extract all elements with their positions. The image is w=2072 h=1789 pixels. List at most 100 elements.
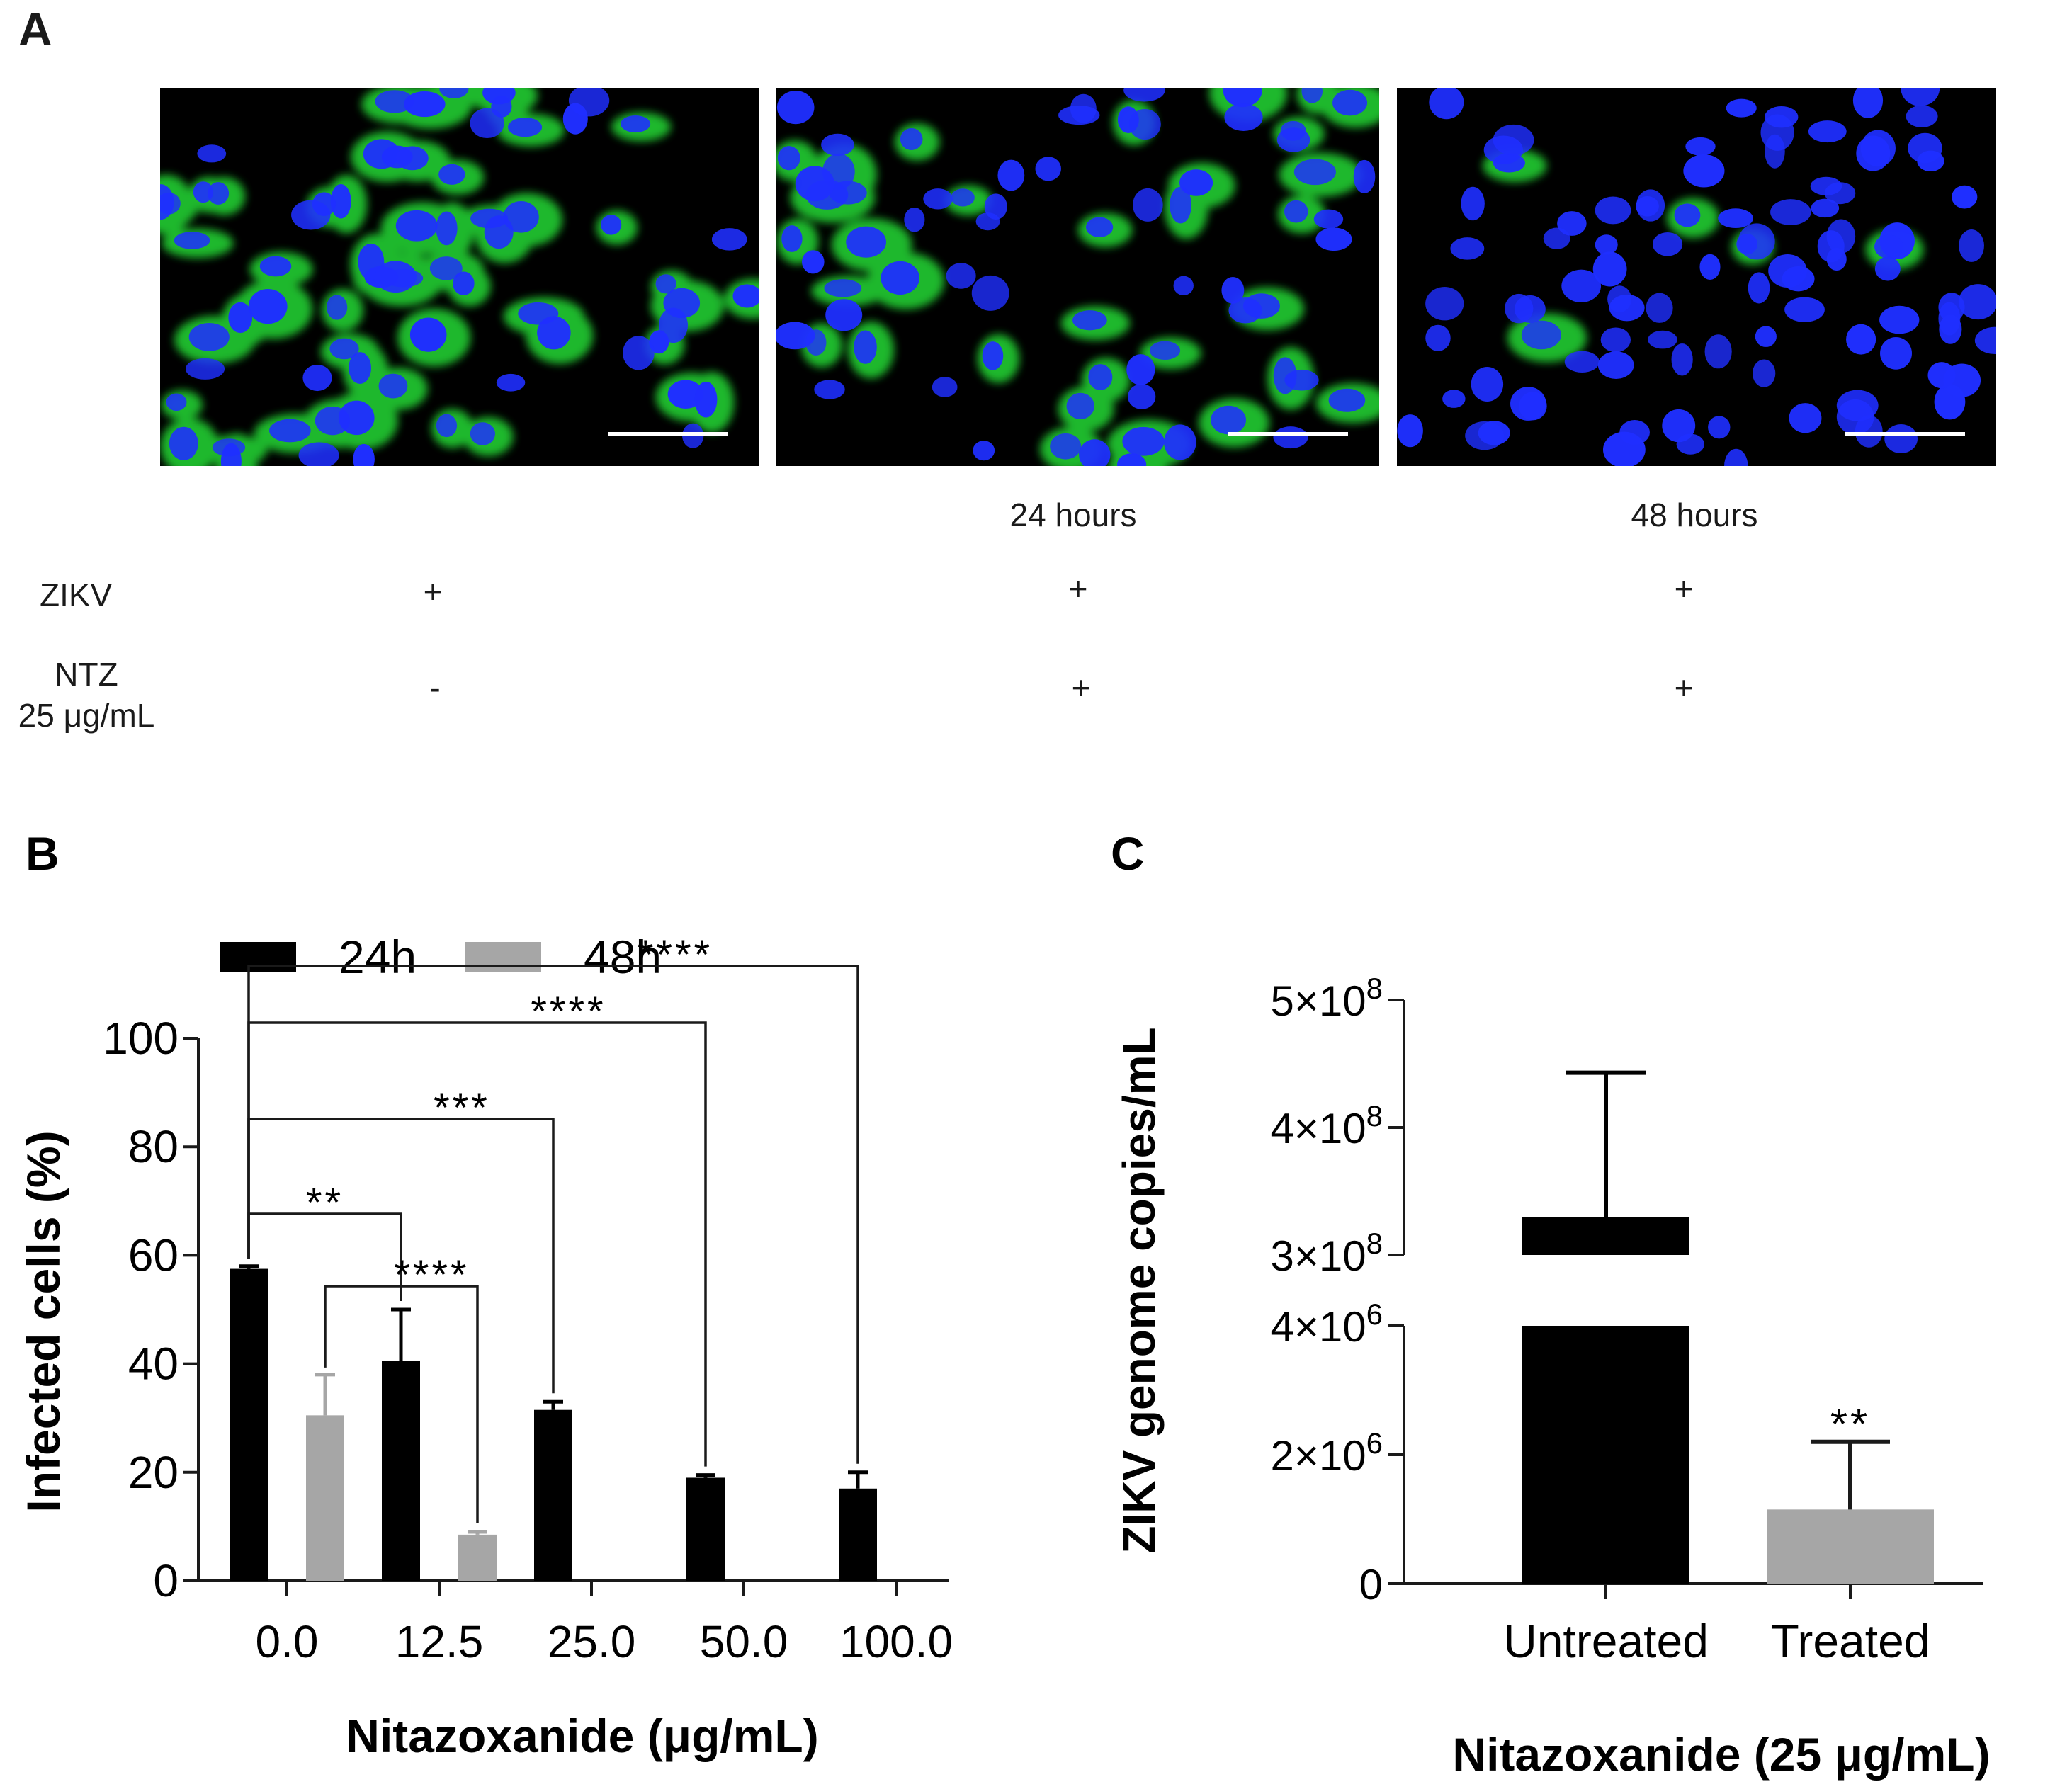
tick-mantissa: 3×10 <box>1270 1232 1366 1280</box>
nucleus <box>197 144 227 163</box>
nucleus <box>1450 237 1485 260</box>
tick-mantissa: 2×10 <box>1270 1432 1366 1480</box>
nucleus <box>1328 388 1366 412</box>
nucleus <box>1353 159 1376 193</box>
nucleus <box>1276 127 1310 152</box>
nucleus <box>971 275 1009 311</box>
nucleus <box>208 182 230 205</box>
nucleus <box>484 215 514 249</box>
nucleus <box>188 323 230 351</box>
nucleus <box>259 256 292 277</box>
legend-label-48h: 48h <box>584 931 662 983</box>
nucleus <box>353 443 375 466</box>
nucleus <box>349 352 372 385</box>
nucleus <box>1284 200 1308 223</box>
y-axis-label: Infected cells (%) <box>17 1130 69 1512</box>
x-tick-label: 100.0 <box>839 1616 953 1667</box>
nuclei <box>1397 88 1996 466</box>
nucleus <box>1221 276 1245 304</box>
nucleus <box>776 322 815 350</box>
nucleus <box>1179 169 1213 196</box>
chart-b: B 24h 48h 0 20 40 60 80 100 0.0 12.5 25.0 50.0 100.… <box>17 827 953 1762</box>
x-axis-label: Nitazoxanide (μg/mL) <box>346 1710 818 1762</box>
nucleus <box>1671 343 1693 376</box>
y-tick-label-upper: 5×108 <box>1270 972 1383 1025</box>
nucleus <box>329 338 359 360</box>
nucleus <box>395 210 438 242</box>
nucleus <box>1128 384 1156 409</box>
scale-bar <box>608 432 728 436</box>
x-tick-label: Untreated <box>1503 1615 1709 1667</box>
nucleus <box>436 414 458 438</box>
bar-24h-50.0 <box>686 1477 725 1581</box>
nucleus <box>900 127 923 150</box>
row-label-ntz-text: NTZ <box>55 656 118 693</box>
nucleus <box>212 438 246 457</box>
nucleus <box>1906 105 1938 127</box>
nucleus <box>932 377 958 397</box>
nucleus <box>1510 387 1546 421</box>
nucleus <box>1836 399 1874 435</box>
nucleus <box>1164 424 1196 460</box>
nucleus <box>1173 276 1194 296</box>
nucleus <box>1293 159 1336 186</box>
y-tick-label: 100 <box>103 1013 179 1064</box>
nucleus <box>1066 392 1094 420</box>
nucleus <box>330 183 351 219</box>
nucleus <box>881 261 919 295</box>
nucleus <box>1315 227 1352 251</box>
nucleus <box>1959 229 1984 262</box>
nucleus <box>1211 405 1247 435</box>
nucleus <box>1116 453 1147 466</box>
nucleus <box>1224 103 1263 132</box>
nucleus <box>1789 403 1822 433</box>
nucleus <box>1856 135 1891 171</box>
nucleus <box>1817 230 1845 263</box>
nucleus <box>1429 88 1464 120</box>
nucleus <box>776 91 815 125</box>
nucleus <box>973 441 995 461</box>
nucleus <box>1752 359 1776 387</box>
tick-exponent: 8 <box>1366 972 1383 1005</box>
nucleus <box>1724 448 1748 466</box>
significance-stars: **** <box>394 1252 469 1298</box>
x-axis-label: Nitazoxanide (25 μg/mL) <box>1452 1728 1990 1781</box>
significance-stars: *** <box>434 1085 490 1131</box>
nucleus <box>781 225 803 252</box>
y-tick-label-upper: 3×108 <box>1270 1227 1383 1280</box>
nucleus <box>1397 414 1423 448</box>
nucleus <box>667 380 703 409</box>
nucleus <box>1465 421 1504 450</box>
nucleus <box>1952 185 1978 209</box>
nucleus <box>363 139 400 169</box>
bar-24h-25.0 <box>534 1409 572 1581</box>
y-axis-label: ZIKV genome copies/mL <box>1114 1027 1165 1553</box>
y-tick-label: 80 <box>128 1121 179 1172</box>
x-tick-label: 0.0 <box>256 1616 319 1667</box>
scale-bar <box>1845 432 1965 436</box>
nucleus <box>997 159 1025 191</box>
nucleus <box>508 117 543 137</box>
nucleus <box>453 271 475 295</box>
bar-48h-12.5 <box>458 1534 497 1581</box>
time-label-48h: 48 hours <box>1631 496 1758 533</box>
bar-24h-0.0 <box>230 1268 268 1581</box>
nucleus <box>1685 137 1716 156</box>
nucleus <box>732 284 759 308</box>
nucleus <box>1704 334 1732 369</box>
nucleus <box>1595 196 1631 225</box>
nucleus <box>568 88 610 117</box>
nucleus <box>409 317 447 352</box>
significance-stars: **** <box>638 932 713 978</box>
row-label-ntz-dose: 25 μg/mL <box>18 696 155 734</box>
x-tick-label: 12.5 <box>395 1616 484 1667</box>
nucleus <box>1934 384 1966 420</box>
nucleus <box>1879 305 1920 334</box>
nucleus <box>1592 251 1627 287</box>
bars: ** <box>1522 1070 1934 1584</box>
nucleus <box>1471 367 1504 402</box>
nucleus <box>1313 209 1344 229</box>
nucleus <box>655 274 676 294</box>
nucleus <box>470 108 504 139</box>
tick-exponent: 6 <box>1366 1426 1383 1460</box>
